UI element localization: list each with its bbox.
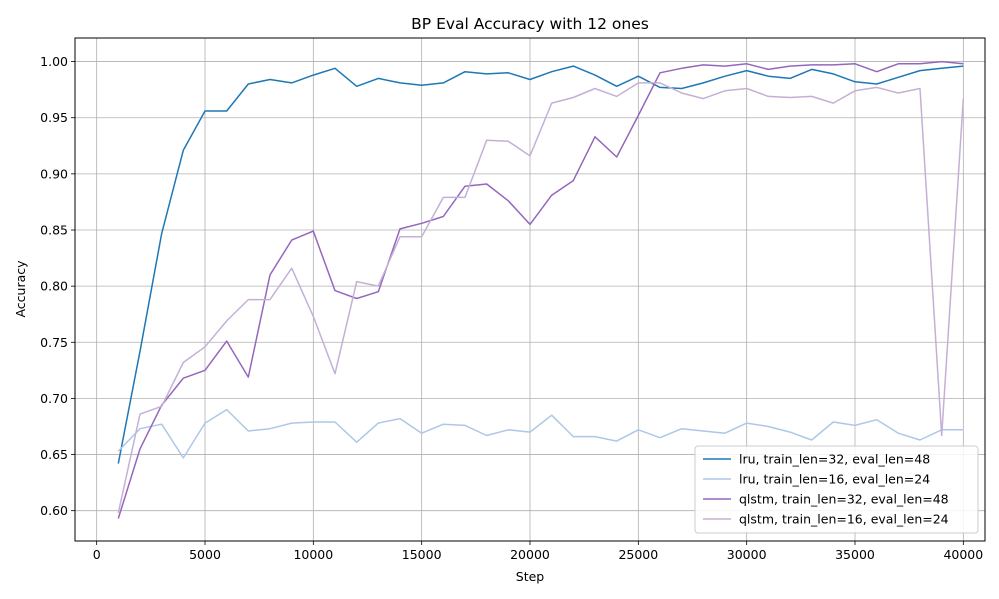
y-tick-label: 0.60 — [40, 503, 68, 518]
y-tick-label: 0.95 — [40, 110, 68, 125]
legend-box — [694, 445, 979, 534]
x-axis-title: Step — [516, 569, 545, 584]
series-line-2 — [117, 408, 964, 459]
legend-label: lru, train_len=32, eval_len=48 — [739, 452, 930, 467]
y-tick-label: 0.70 — [40, 391, 68, 406]
x-tick-label: 40000 — [943, 547, 983, 562]
x-tick-label: 0 — [93, 547, 101, 562]
x-tick-label: 5000 — [189, 547, 221, 562]
x-tick-label: 35000 — [835, 547, 875, 562]
y-tick-label: 0.65 — [40, 447, 68, 462]
x-tick-label: 25000 — [618, 547, 658, 562]
series-line-4 — [117, 82, 965, 514]
legend: lru, train_len=32, eval_len=48 lru, train… — [694, 445, 979, 534]
grid-lines — [75, 38, 985, 541]
y-axis-title: Accuracy — [13, 260, 28, 318]
y-tick-label: 0.85 — [40, 222, 68, 237]
x-tick-label: 15000 — [402, 547, 442, 562]
x-tick-label: 30000 — [727, 547, 767, 562]
y-tick-label: 0.75 — [40, 335, 68, 350]
x-tick-label: 10000 — [293, 547, 333, 562]
axis-ticks: 0 5000 10000 15000 20000 25000 30000 35000 40000… — [40, 54, 983, 562]
y-tick-label: 0.90 — [40, 166, 68, 181]
legend-label: lru, train_len=16, eval_len=24 — [739, 472, 930, 487]
series-line-3 — [117, 60, 964, 519]
data-series — [117, 60, 965, 519]
chart-title: BP Eval Accuracy with 12 ones — [411, 15, 649, 33]
y-tick-label: 0.80 — [40, 279, 68, 294]
legend-label: qlstm, train_len=16, eval_len=24 — [739, 512, 949, 527]
y-tick-label: 1.00 — [40, 54, 68, 69]
series-line-1 — [117, 65, 964, 464]
x-tick-label: 20000 — [510, 547, 550, 562]
legend-label: qlstm, train_len=32, eval_len=48 — [739, 492, 949, 507]
